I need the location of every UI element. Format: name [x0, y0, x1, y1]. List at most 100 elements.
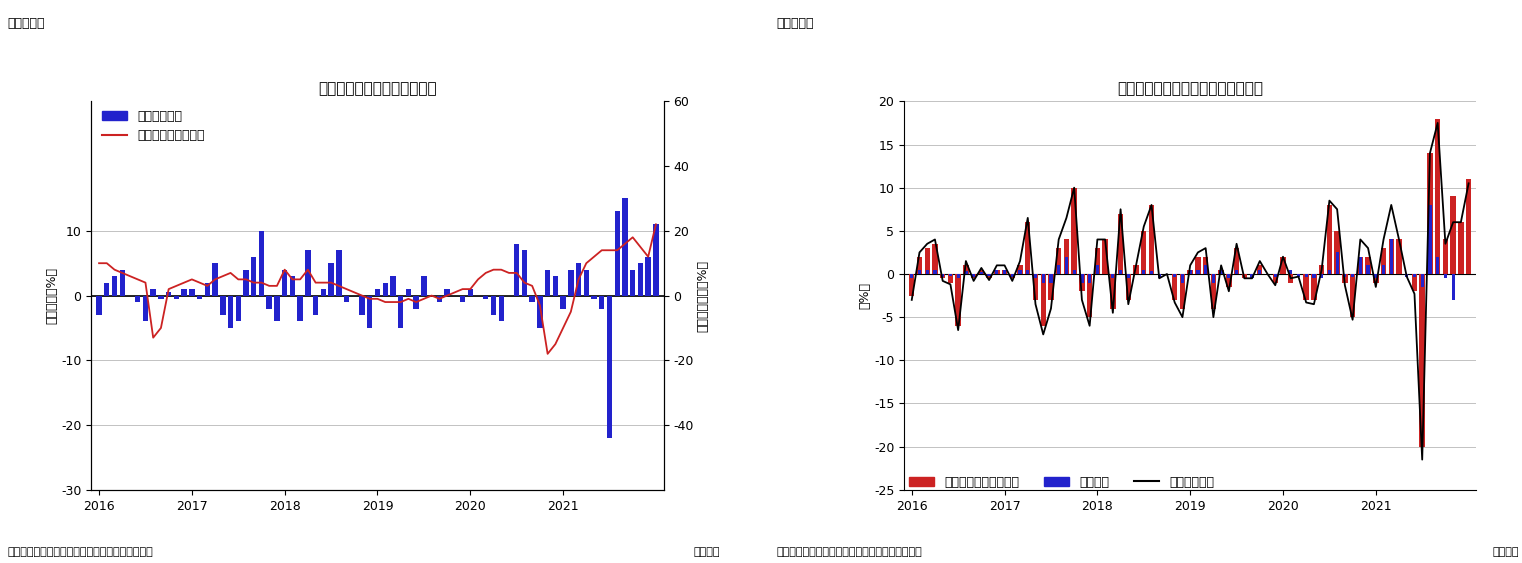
Bar [1274, 274, 1277, 276]
Bar [956, 274, 960, 278]
Legend: 季調済前月比, 前年同月比（右軸）: 季調済前月比, 前年同月比（右軸） [97, 105, 210, 148]
Bar [314, 296, 318, 315]
Bar [1458, 222, 1464, 274]
Bar [910, 274, 913, 278]
Text: （図表６）: （図表６） [776, 17, 814, 30]
Bar [552, 276, 559, 296]
Bar [933, 244, 938, 274]
Bar [1390, 239, 1393, 274]
Bar [530, 296, 534, 302]
Bar [514, 244, 519, 296]
Bar [994, 270, 1000, 274]
Bar [918, 270, 921, 274]
Bar [1189, 270, 1192, 274]
Bar [1304, 274, 1307, 276]
Bar [638, 263, 644, 296]
Bar [948, 274, 953, 283]
Bar [251, 257, 256, 296]
Bar [1288, 274, 1294, 283]
Y-axis label: （前月比、%）: （前月比、%） [46, 267, 58, 324]
Bar [321, 289, 326, 296]
Bar [1342, 274, 1347, 283]
Bar [1380, 248, 1387, 274]
Bar [213, 263, 218, 296]
Bar [1335, 231, 1339, 274]
Bar [414, 296, 419, 309]
Bar [1320, 265, 1324, 274]
Bar [933, 270, 936, 274]
Bar [397, 296, 403, 328]
Bar [1234, 248, 1239, 274]
Bar [1373, 274, 1379, 283]
Bar [1096, 265, 1099, 274]
Bar [1452, 274, 1455, 300]
Bar [1056, 248, 1061, 274]
Bar [1312, 274, 1315, 278]
Bar [979, 270, 985, 274]
Bar [444, 289, 451, 296]
Bar [1142, 231, 1146, 274]
Bar [1202, 257, 1208, 274]
Bar [1420, 274, 1425, 446]
Bar [1227, 274, 1231, 287]
Bar [158, 296, 164, 299]
Bar [971, 274, 976, 278]
Bar [259, 231, 265, 296]
Bar [1071, 187, 1078, 274]
Bar [1303, 274, 1309, 300]
Bar [1359, 257, 1362, 274]
Bar [560, 296, 566, 309]
Bar [948, 274, 953, 276]
Bar [995, 270, 998, 274]
Bar [166, 292, 172, 296]
Bar [941, 274, 944, 276]
Bar [437, 296, 441, 302]
Bar [575, 263, 581, 296]
Bar [1033, 274, 1036, 278]
Bar [925, 270, 928, 274]
Bar [367, 296, 373, 328]
Bar [329, 263, 333, 296]
Bar [615, 212, 619, 296]
Bar [1001, 270, 1008, 274]
Bar [1210, 274, 1216, 309]
Bar [1041, 274, 1046, 283]
Bar [460, 296, 466, 302]
Bar [1227, 274, 1230, 278]
Bar [965, 271, 968, 274]
Bar [568, 270, 574, 296]
Bar [941, 274, 945, 278]
Bar [490, 296, 496, 315]
Bar [1420, 274, 1423, 287]
Bar [1041, 274, 1046, 326]
Bar [1242, 274, 1247, 278]
Bar [111, 276, 117, 296]
Bar [1142, 270, 1146, 274]
Bar [916, 257, 922, 274]
Bar [1437, 257, 1440, 274]
Title: 住宅着工許可件数前月比（寄与度）: 住宅着工許可件数前月比（寄与度） [1117, 81, 1263, 96]
Bar [1396, 239, 1402, 274]
Bar [1272, 274, 1278, 283]
Bar [1412, 274, 1417, 291]
Bar [1259, 270, 1262, 274]
Bar [1088, 274, 1091, 283]
Bar [630, 270, 635, 296]
Bar [1058, 265, 1061, 274]
Bar [1428, 153, 1432, 274]
Bar [297, 296, 303, 321]
Bar [1187, 270, 1193, 274]
Bar [143, 296, 148, 321]
Bar [1443, 239, 1447, 274]
Bar [1003, 270, 1006, 274]
Text: （月次）: （月次） [1493, 547, 1519, 557]
Bar [1017, 265, 1023, 274]
Bar [1289, 270, 1292, 274]
Bar [1435, 119, 1440, 274]
Bar [1350, 274, 1355, 317]
Bar [103, 283, 110, 296]
Bar [1079, 274, 1085, 291]
Bar [1111, 274, 1114, 278]
Bar [336, 250, 341, 296]
Bar [1018, 270, 1021, 274]
